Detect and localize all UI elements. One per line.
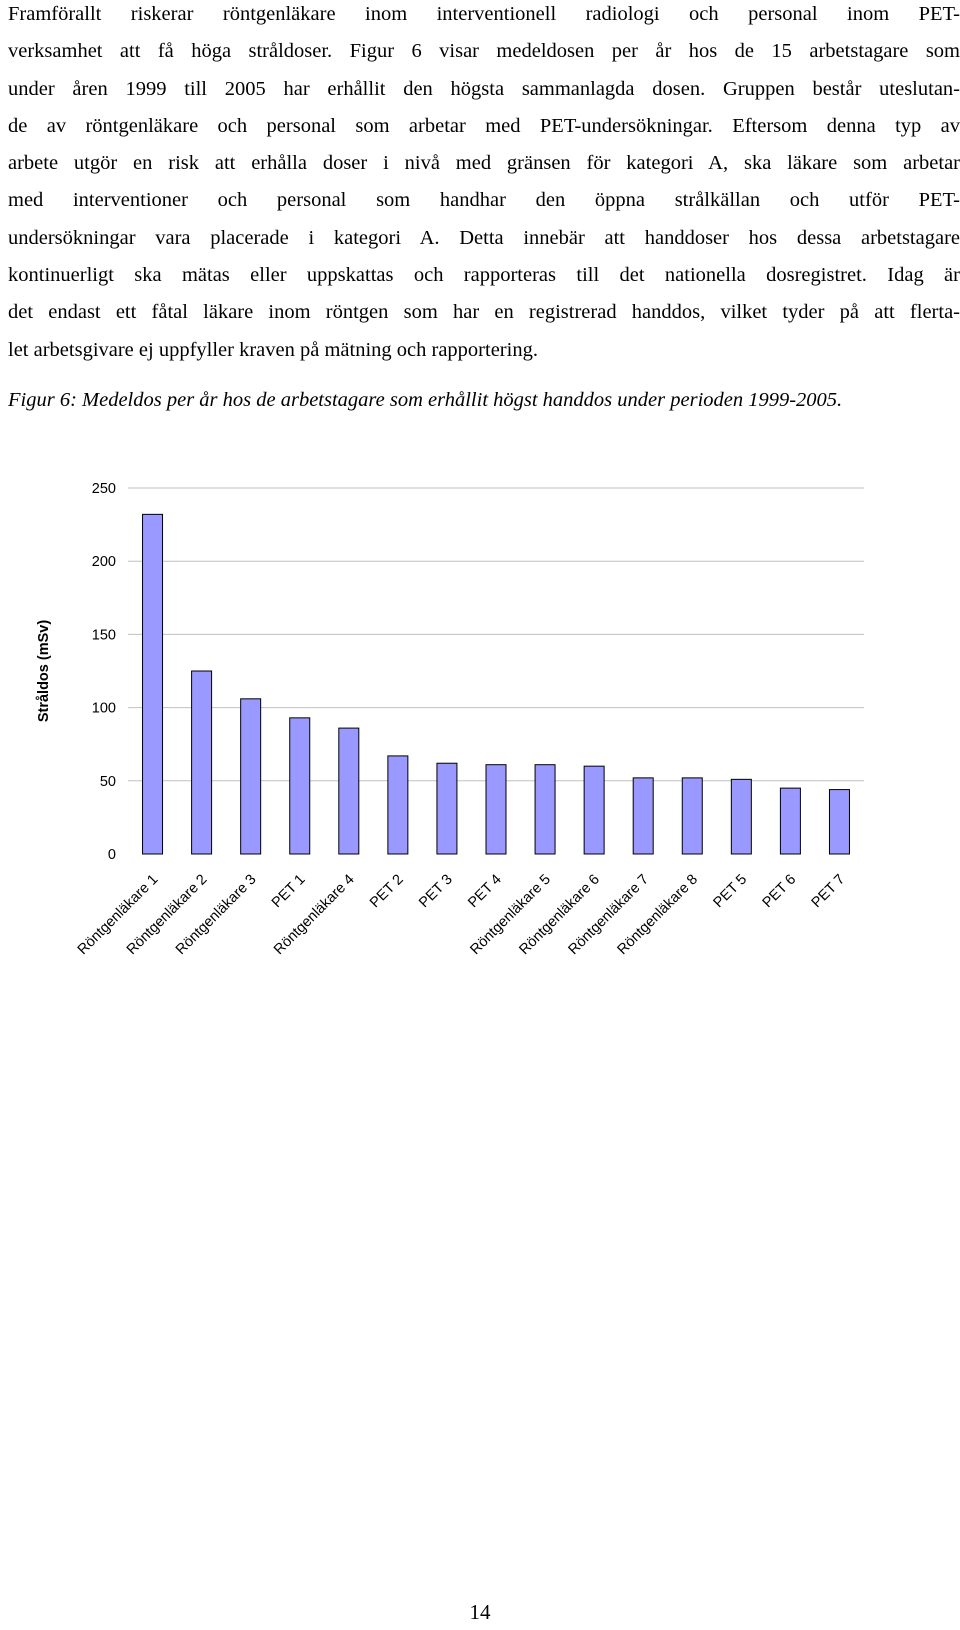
bar	[436, 762, 458, 855]
x-tick-label: PET 4	[465, 872, 505, 912]
bar	[289, 717, 311, 855]
bar	[534, 764, 556, 855]
bar	[240, 698, 262, 855]
bar	[632, 777, 654, 855]
paragraph-line: med interventioner och personal som hand…	[8, 189, 960, 212]
x-tick-label: Röntgenläkare 1	[75, 872, 162, 959]
paragraph-line: kontinuerligt ska mätas eller uppskattas…	[8, 264, 960, 287]
body-paragraph: Framförallt riskerar röntgenläkare inom …	[8, 0, 960, 369]
y-tick-label: 100	[92, 701, 116, 717]
bar	[142, 513, 164, 855]
paragraph-line: arbete utgör en risk att erhålla doser i…	[8, 152, 960, 175]
bar	[730, 778, 752, 855]
x-tick-label: PET 1	[269, 872, 309, 912]
x-tick-label: PET 2	[367, 872, 407, 912]
bar	[828, 789, 850, 855]
bar-chart: 0 50 100 150 200 250 Stråldos (mSv) Röntgenläka…	[36, 481, 864, 959]
x-tick-label: PET 3	[416, 872, 456, 912]
bar	[681, 777, 703, 855]
paragraph-line: de av röntgenläkare och personal som arb…	[8, 114, 960, 137]
page-number: 14	[469, 1600, 491, 1624]
bar	[387, 755, 409, 855]
y-tick-label: 200	[92, 554, 116, 570]
bar	[779, 787, 801, 855]
x-tick-label: PET 7	[809, 872, 849, 912]
x-tick-label: PET 5	[711, 872, 751, 912]
paragraph-line: under åren 1999 till 2005 har erhållit d…	[8, 77, 960, 100]
paragraph-line: verksamhet att få höga stråldoser. Figur…	[8, 40, 960, 63]
y-tick-label: 150	[92, 627, 116, 643]
paragraph-line: det endast ett fåtal läkare inom röntgen…	[8, 301, 960, 324]
y-tick-label: 0	[108, 847, 116, 863]
figure-caption: Figur 6: Medeldos per år hos de arbetsta…	[8, 389, 843, 411]
x-tick-label: PET 6	[760, 872, 800, 912]
y-axis-label: Stråldos (mSv)	[36, 620, 52, 722]
bar	[191, 670, 213, 855]
paragraph-line: let arbetsgivare ej uppfyller kraven på …	[8, 338, 538, 361]
bar	[338, 727, 360, 855]
paragraph-line: Framförallt riskerar röntgenläkare inom …	[8, 3, 960, 25]
bar	[485, 764, 507, 855]
y-tick-label: 250	[92, 481, 116, 497]
bar	[583, 765, 605, 855]
paragraph-line: undersökningar vara placerade i kategori…	[8, 226, 960, 249]
y-tick-label: 50	[100, 774, 116, 790]
